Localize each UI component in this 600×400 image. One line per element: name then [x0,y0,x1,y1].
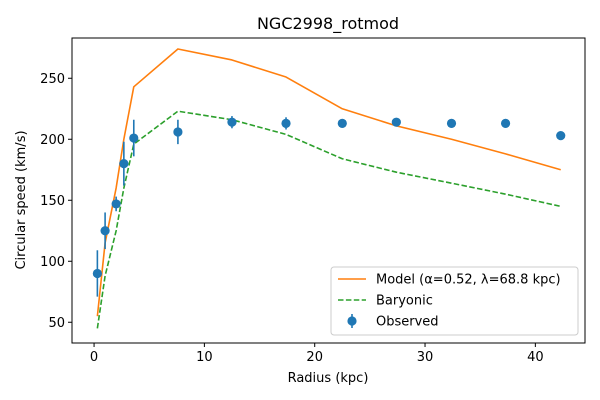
data-point [100,226,110,236]
plot-area [92,48,566,329]
legend-label: Baryonic [376,294,433,309]
legend-label: Model (α=0.52, λ=68.8 kpc) [376,273,561,288]
legend-box [330,266,579,336]
axes-frame [71,37,586,344]
data-point [119,159,129,169]
data-point [173,127,183,137]
chart-title: NGC2998_rotmod [257,14,399,34]
data-point [446,118,457,128]
y-tick-label: 100 [40,255,65,270]
x-axis-label: Radius (kpc) [288,371,369,386]
data-point [111,199,121,209]
x-tick-label: 30 [417,350,434,365]
x-tick-label: 20 [306,350,323,365]
series-line-0 [96,48,561,317]
data-point [500,118,511,128]
data-point [337,118,347,128]
data-point [227,117,237,127]
y-tick-label: 150 [40,194,65,209]
y-tick-label: 50 [48,316,65,331]
x-tick-label: 40 [527,350,544,365]
data-point [281,118,291,128]
x-tick-label: 0 [90,350,98,365]
x-tick-label: 10 [196,350,213,365]
y-tick-label: 250 [40,72,65,87]
data-point [129,133,139,143]
y-tick-label: 200 [40,133,65,148]
data-point [391,117,401,127]
legend-label: Observed [376,315,439,330]
data-point [556,131,566,141]
y-axis-label: Circular speed (km/s) [14,130,29,269]
data-point [92,268,102,279]
legend-swatch-marker [347,316,357,326]
legend: Model (α=0.52, λ=68.8 kpc) Baryonic Observ… [330,266,579,336]
axes: 0 10 20 30 40 50 100 150 200 250 [40,37,586,365]
